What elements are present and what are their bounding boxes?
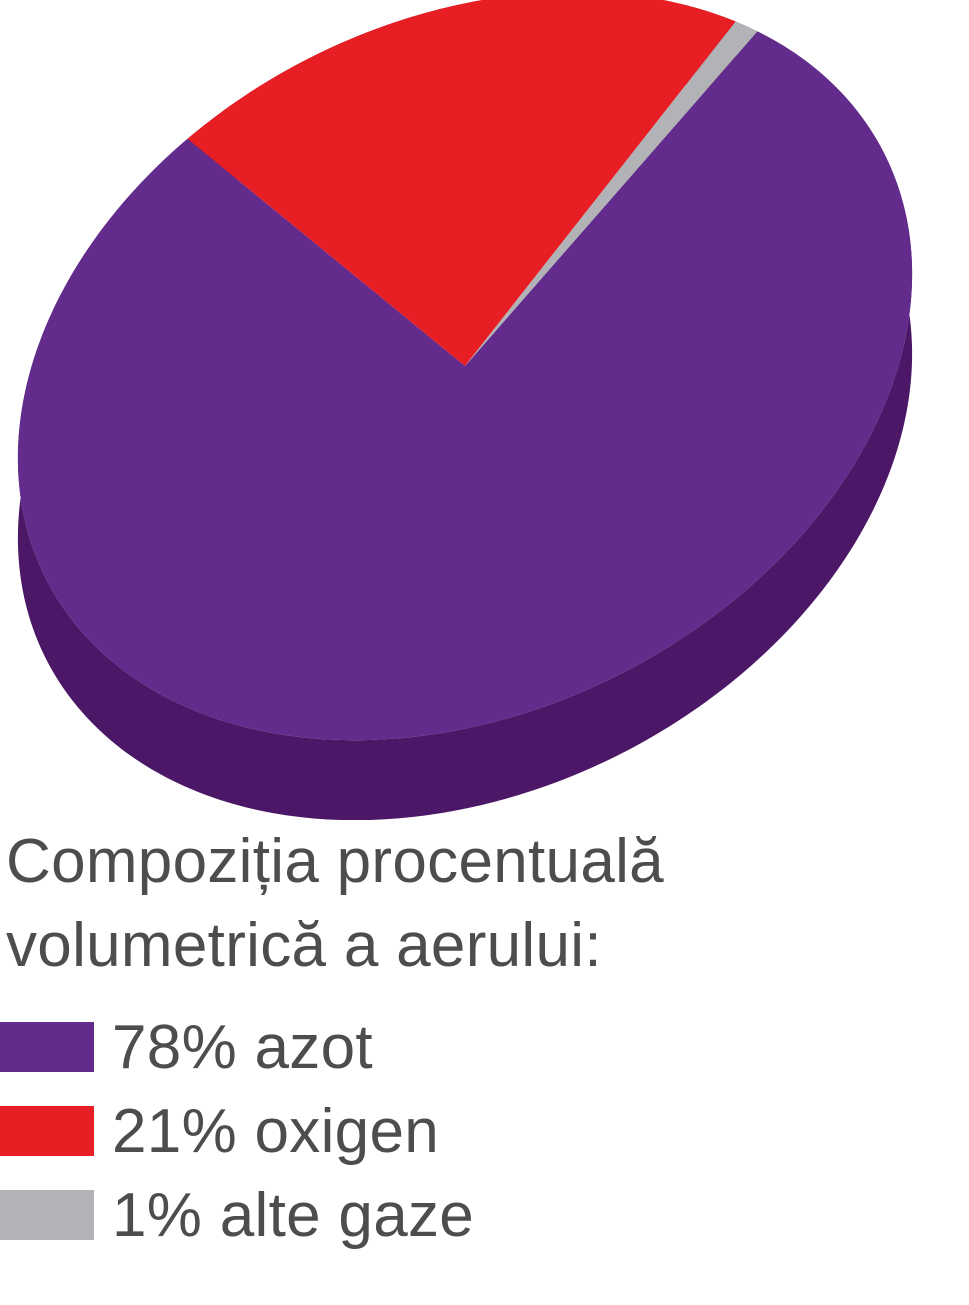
- chart-legend: 78% azot 21% oxigen 1% alte gaze: [0, 1005, 969, 1257]
- pie-top-faces: [17, 0, 913, 741]
- legend-swatch-oxigen: [0, 1106, 94, 1156]
- pie-slice-alte-gaze: [465, 21, 758, 367]
- legend-label-oxigen: 21% oxigen: [112, 1096, 440, 1166]
- chart-title: Compoziția procentuală volumetrică a aer…: [6, 820, 961, 988]
- legend-swatch-alte-gaze: [0, 1190, 94, 1240]
- legend-label-alte-gaze: 1% alte gaze: [112, 1180, 475, 1250]
- legend-item-oxigen: 21% oxigen: [0, 1089, 969, 1173]
- chart-title-line-2: volumetrică a aerului:: [6, 911, 602, 980]
- pie-chart: [17, 0, 913, 820]
- legend-item-azot: 78% azot: [0, 1005, 969, 1089]
- chart-title-line-1: Compoziția procentuală: [6, 827, 664, 896]
- legend-swatch-azot: [0, 1022, 94, 1072]
- pie-slice-azot: [17, 31, 913, 741]
- pie-slice-oxigen: [187, 0, 736, 366]
- legend-label-azot: 78% azot: [112, 1012, 373, 1082]
- legend-item-alte-gaze: 1% alte gaze: [0, 1173, 969, 1257]
